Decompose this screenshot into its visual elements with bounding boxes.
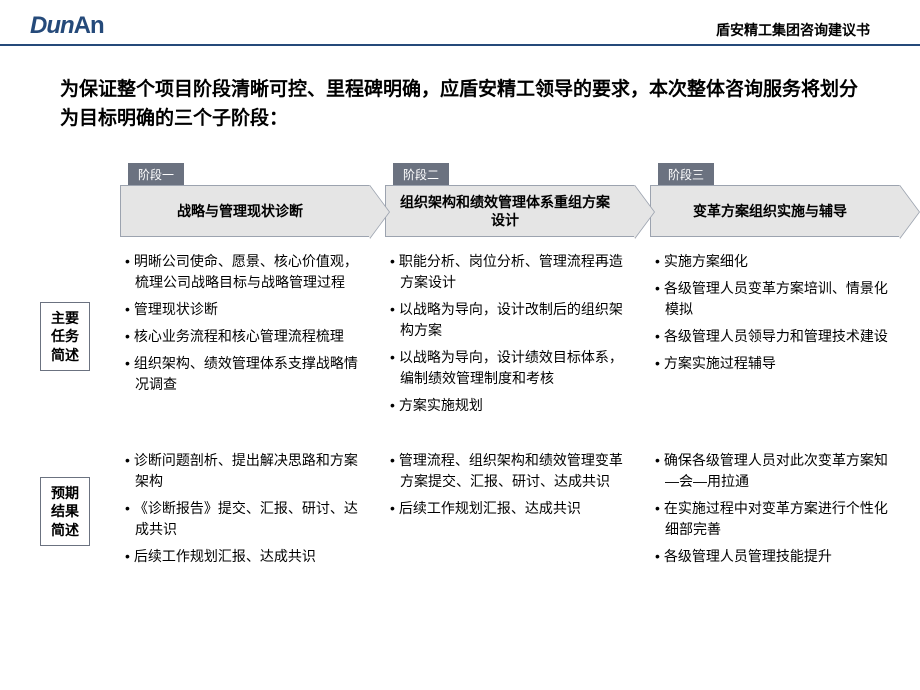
phase-arrow-2: 组织架构和绩效管理体系重组方案设计 [385, 185, 635, 237]
phase-title-3: 变革方案组织实施与辅导 [693, 202, 847, 220]
phase-header-3: 阶段三 变革方案组织实施与辅导 [650, 163, 900, 237]
list-item: 后续工作规划汇报、达成共识 [390, 498, 630, 519]
phase-header-1: 阶段一 战略与管理现状诊断 [120, 163, 370, 237]
list-item: 确保各级管理人员对此次变革方案知—会—用拉通 [655, 450, 895, 492]
tasks-phase2: 职能分析、岗位分析、管理流程再造方案设计 以战略为导向，设计改制后的组织架构方案… [385, 237, 635, 436]
list-item: 核心业务流程和核心管理流程梳理 [125, 326, 365, 347]
phase-title-2: 组织架构和绩效管理体系重组方案设计 [396, 193, 614, 229]
list-item: 职能分析、岗位分析、管理流程再造方案设计 [390, 251, 630, 293]
phase-header-2: 阶段二 组织架构和绩效管理体系重组方案设计 [385, 163, 635, 237]
row-label-results-cell: 预期结果简述 [25, 436, 105, 587]
list-item: 各级管理人员领导力和管理技术建设 [655, 326, 895, 347]
phase-tag-2: 阶段二 [393, 163, 449, 186]
results-phase2: 管理流程、组织架构和绩效管理变革方案提交、汇报、研讨、达成共识 后续工作规划汇报… [385, 436, 635, 587]
main-title: 为保证整个项目阶段清晰可控、里程碑明确，应盾安精工领导的要求，本次整体咨询服务将… [0, 46, 920, 143]
list-item: 各级管理人员管理技能提升 [655, 546, 895, 567]
list-item: 《诊断报告》提交、汇报、研讨、达成共识 [125, 498, 365, 540]
phase-title-1: 战略与管理现状诊断 [177, 202, 303, 220]
tasks-phase3: 实施方案细化 各级管理人员变革方案培训、情景化模拟 各级管理人员领导力和管理技术… [650, 237, 900, 436]
phase-tag-3: 阶段三 [658, 163, 714, 186]
page-header: DunAn 盾安精工集团咨询建议书 [0, 0, 920, 46]
list-item: 管理现状诊断 [125, 299, 365, 320]
results-phase1: 诊断问题剖析、提出解决思路和方案架构 《诊断报告》提交、汇报、研讨、达成共识 后… [120, 436, 370, 587]
phase-arrow-3: 变革方案组织实施与辅导 [650, 185, 900, 237]
phase-tag-1: 阶段一 [128, 163, 184, 186]
list-item: 明晰公司使命、愿景、核心价值观，梳理公司战略目标与战略管理过程 [125, 251, 365, 293]
row-label-tasks-cell: 主要任务简述 [25, 237, 105, 436]
tasks-phase1: 明晰公司使命、愿景、核心价值观，梳理公司战略目标与战略管理过程 管理现状诊断 核… [120, 237, 370, 436]
list-item: 管理流程、组织架构和绩效管理变革方案提交、汇报、研讨、达成共识 [390, 450, 630, 492]
list-item: 以战略为导向，设计绩效目标体系，编制绩效管理制度和考核 [390, 347, 630, 389]
list-item: 组织架构、绩效管理体系支撑战略情况调查 [125, 353, 365, 395]
list-item: 实施方案细化 [655, 251, 895, 272]
content-grid: 阶段一 战略与管理现状诊断 阶段二 组织架构和绩效管理体系重组方案设计 阶段三 … [0, 143, 920, 587]
document-title: 盾安精工集团咨询建议书 [716, 20, 870, 40]
logo-part2: An [74, 12, 104, 39]
results-phase3: 确保各级管理人员对此次变革方案知—会—用拉通 在实施过程中对变革方案进行个性化细… [650, 436, 900, 587]
list-item: 在实施过程中对变革方案进行个性化细部完善 [655, 498, 895, 540]
logo: DunAn [30, 12, 104, 40]
logo-part1: Dun [30, 12, 74, 39]
row-label-tasks: 主要任务简述 [40, 302, 90, 371]
empty-cell [25, 163, 105, 237]
list-item: 方案实施规划 [390, 395, 630, 416]
list-item: 后续工作规划汇报、达成共识 [125, 546, 365, 567]
row-label-results: 预期结果简述 [40, 477, 90, 546]
list-item: 各级管理人员变革方案培训、情景化模拟 [655, 278, 895, 320]
list-item: 以战略为导向，设计改制后的组织架构方案 [390, 299, 630, 341]
phase-arrow-1: 战略与管理现状诊断 [120, 185, 370, 237]
list-item: 诊断问题剖析、提出解决思路和方案架构 [125, 450, 365, 492]
list-item: 方案实施过程辅导 [655, 353, 895, 374]
